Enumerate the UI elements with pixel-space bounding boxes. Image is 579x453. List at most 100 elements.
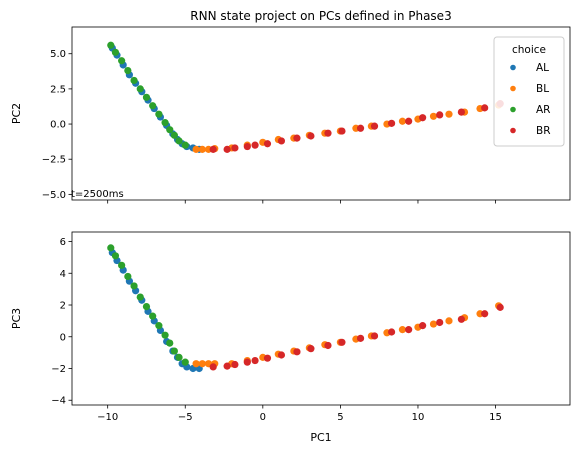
x-tick-label: −5 (178, 412, 193, 423)
legend-label-ar: AR (536, 104, 550, 116)
point-br (405, 117, 413, 125)
time-annotation: t=2500ms (71, 189, 124, 200)
point-ar (149, 102, 157, 110)
point-br (307, 132, 315, 140)
legend: choice AL BL AR BR (493, 36, 565, 147)
point-br (338, 338, 346, 346)
point-br (293, 134, 301, 142)
point-ar (175, 353, 183, 361)
point-ar (130, 282, 138, 290)
point-ar (161, 119, 169, 127)
point-br (223, 362, 231, 370)
panel-pc2: −5.0 −2.5 0.0 2.5 5.0 PC2 (10, 26, 571, 204)
x-tick-label: 10 (412, 412, 425, 423)
point-ar (170, 131, 178, 139)
legend-marker-br (510, 127, 516, 134)
point-ar (130, 76, 138, 85)
legend-label-br: BR (536, 125, 551, 137)
x-tick-label: 15 (489, 412, 502, 423)
point-br (243, 358, 251, 366)
series-ar (107, 41, 189, 149)
point-br (243, 142, 251, 151)
x-axis-label: PC1 (310, 431, 331, 444)
legend-marker-ar (510, 106, 516, 113)
y-axis-label: PC3 (10, 308, 23, 329)
point-br (457, 108, 465, 116)
point-br (277, 137, 286, 145)
point-ar (118, 261, 126, 269)
series-br (209, 100, 504, 153)
y-tick-label: 0 (60, 332, 66, 343)
point-ar (170, 347, 178, 355)
point-ar (111, 48, 120, 56)
point-bl (398, 117, 407, 125)
point-br (356, 334, 365, 342)
point-br (209, 363, 217, 371)
point-ar (142, 93, 151, 101)
point-br (231, 144, 239, 152)
point-ar (166, 126, 174, 134)
panel-pc3: −10 −5 0 5 10 15 −4 −2 0 2 4 6 PC3 (10, 231, 571, 423)
point-bl (445, 317, 453, 325)
scatter-points (107, 41, 504, 153)
point-ar (175, 137, 183, 145)
point-ar (118, 57, 126, 65)
point-br (209, 145, 217, 153)
point-br (481, 310, 489, 318)
y-tick-label: −2 (51, 364, 66, 375)
legend-box (493, 36, 565, 147)
x-tick-label: 5 (337, 412, 343, 423)
y-tick-label: −4 (51, 396, 66, 407)
point-br (370, 122, 379, 130)
scatter-points (107, 244, 504, 373)
point-bl (198, 360, 206, 368)
point-ar (136, 293, 144, 301)
point-ar (181, 358, 189, 366)
point-br (324, 341, 332, 350)
point-br (419, 114, 427, 122)
point-br (338, 127, 346, 135)
plot-frame (71, 26, 571, 201)
point-ar (124, 67, 132, 75)
point-ar (155, 110, 163, 118)
series-bl (192, 101, 503, 153)
y-tick-label: −2.5 (42, 155, 66, 166)
point-br (263, 140, 272, 148)
point-br (457, 315, 465, 323)
y-tick-label: 2.5 (50, 84, 66, 95)
point-br (436, 111, 444, 119)
point-ar (161, 331, 169, 339)
point-br (231, 360, 239, 369)
y-tick-label: 2 (60, 301, 66, 312)
series-br (209, 303, 504, 371)
point-ar (155, 322, 163, 330)
point-br (387, 328, 396, 336)
point-ar (142, 303, 151, 311)
point-bl (192, 360, 200, 368)
point-bl (198, 145, 206, 153)
point-br (387, 119, 396, 127)
point-ar (149, 312, 157, 320)
x-tick-label: 0 (260, 412, 266, 423)
point-br (356, 124, 365, 132)
point-ar (166, 339, 174, 347)
y-tick-label: 0.0 (50, 120, 66, 131)
point-br (251, 141, 259, 149)
y-tick-label: 5.0 (50, 49, 66, 60)
point-ar (136, 85, 144, 93)
point-ar (181, 141, 189, 149)
chart-title: RNN state project on PCs defined in Phas… (190, 9, 451, 23)
point-bl (429, 112, 438, 120)
y-tick-label: 6 (60, 237, 66, 248)
legend-marker-al (510, 64, 516, 71)
point-br (481, 104, 489, 112)
point-br (324, 129, 332, 137)
point-br (307, 345, 315, 353)
point-br (496, 303, 504, 311)
point-br (263, 354, 272, 362)
point-br (436, 318, 444, 327)
point-br (293, 348, 301, 356)
point-ar (124, 272, 132, 281)
point-br (277, 351, 286, 359)
